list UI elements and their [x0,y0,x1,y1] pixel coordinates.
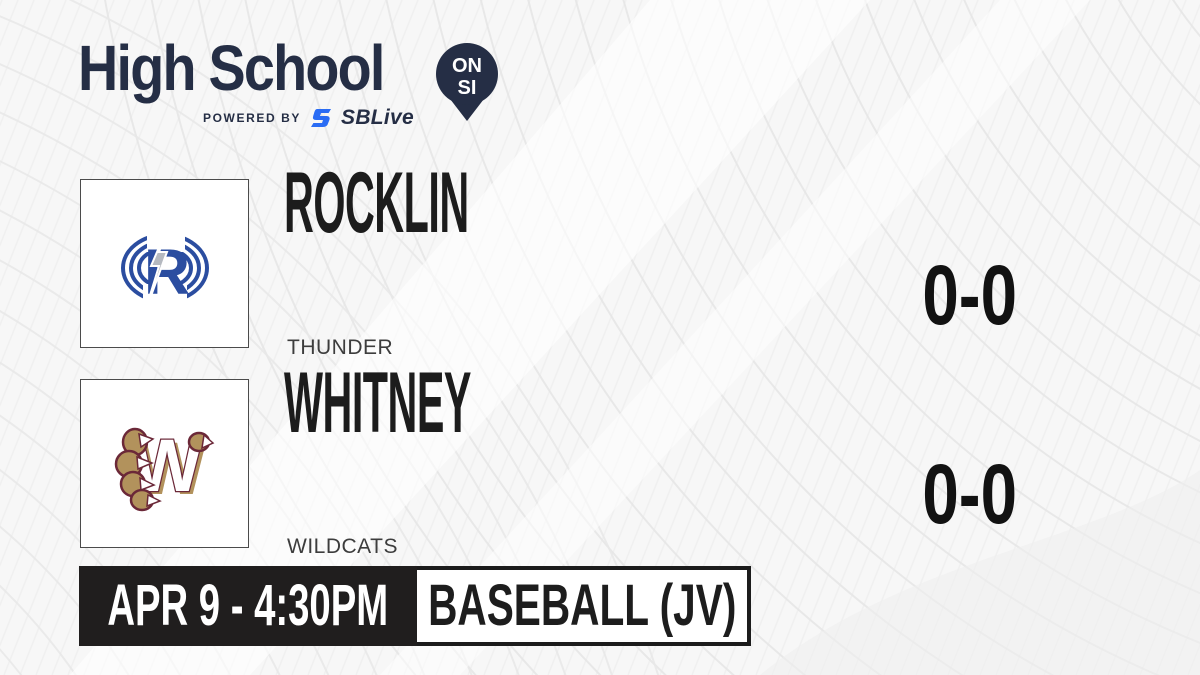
high-school-logo-text: High School [78,32,385,104]
sblive-icon [311,109,332,127]
team-name-rocklin: ROCKLIN [284,155,469,251]
rocklin-thunder-logo: R [120,209,209,318]
game-event-block: BASEBALL (JV) [417,566,751,646]
whitney-wildcats-logo: W W [114,422,214,511]
on-si-pin-icon: ON SI [436,43,498,121]
sblive-brand-text: SBLive [341,106,415,129]
whitney-logo-box: W W [80,379,249,548]
team-mascot-whitney: WILDCATS [287,535,398,558]
powered-by-label: POWERED BY [203,111,302,125]
powered-by-row: POWERED BY SBLive [203,106,414,130]
team-record-whitney: 0-0 [922,447,1018,541]
pin-text-on: ON [452,55,482,77]
game-event-text: BASEBALL (JV) [427,573,737,638]
team-name-whitney: WHITNEY [284,355,471,451]
team-mascot-rocklin: THUNDER [287,336,394,359]
game-datetime-block: APR 9 - 4:30PM [79,566,417,646]
game-datetime-text: APR 9 - 4:30PM [107,573,389,638]
rocklin-logo-box: R [80,179,249,348]
game-info-bar: APR 9 - 4:30PM BASEBALL (JV) [79,566,751,646]
team-record-rocklin: 0-0 [922,248,1018,342]
pin-text-si: SI [458,77,477,99]
